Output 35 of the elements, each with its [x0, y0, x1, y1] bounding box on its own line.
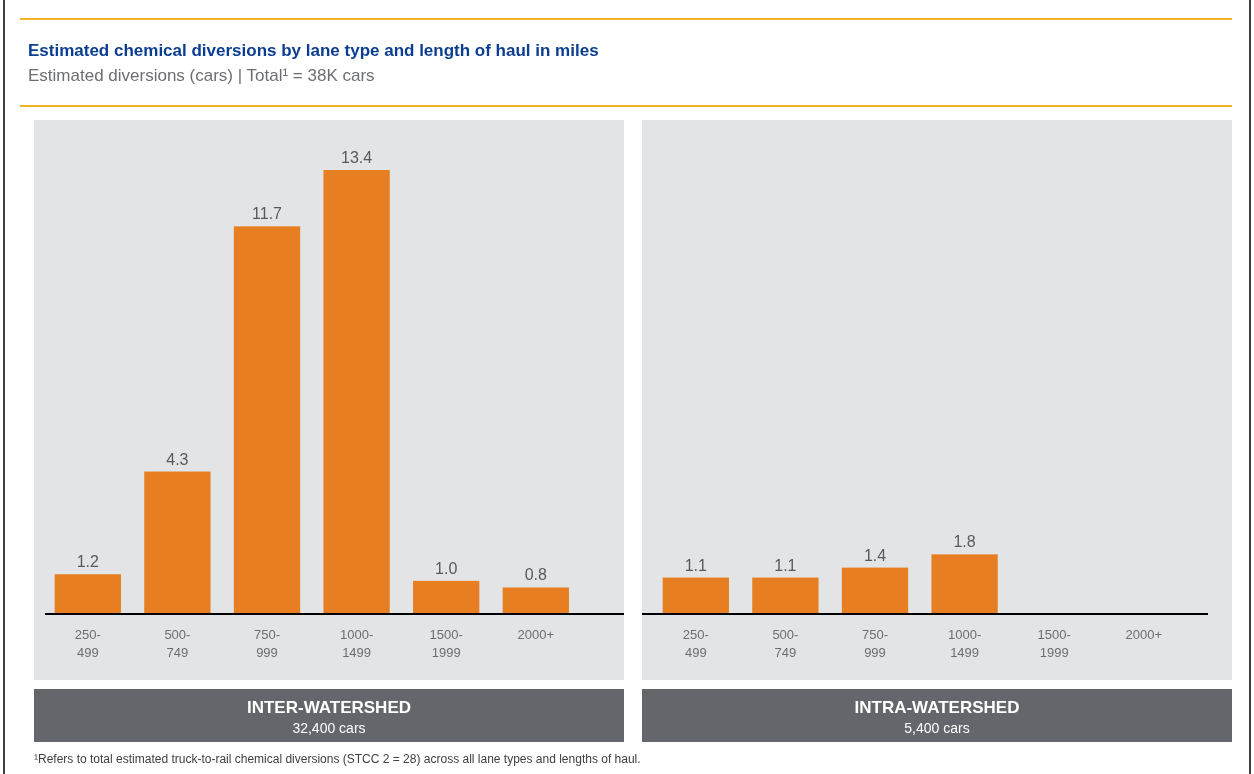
x-tick-label: 2000+	[1125, 627, 1163, 642]
x-tick-label: 500-749	[164, 627, 191, 660]
data-label: 1.8	[953, 533, 976, 551]
bar	[144, 471, 211, 614]
x-tick-label: 750-999	[253, 627, 281, 660]
bar	[323, 170, 390, 614]
x-tick-label: 2000+	[517, 627, 555, 642]
x-tick-label: 500-749	[772, 627, 799, 660]
data-label: 11.7	[252, 205, 283, 223]
text: 5,400 cars	[904, 720, 970, 736]
data-label: 1.0	[435, 559, 458, 577]
text: 32,400 cars	[292, 720, 366, 736]
text: ¹Refers to total estimated truck-to-rail chemical diversions (STCC 2 = 28) across all lane types and lengths of haul.	[34, 752, 641, 766]
x-tick-label: 1500-1999	[1037, 627, 1071, 660]
x-axis-title: INTRA-WATERSHED	[854, 698, 1020, 717]
data-label: 1.4	[863, 546, 887, 564]
bar	[502, 587, 569, 614]
data-label: 1.1	[684, 556, 708, 574]
data-label: 4.3	[166, 450, 189, 468]
bar	[54, 574, 121, 614]
x-tick-label: 250-499	[74, 627, 101, 660]
data-label: 1.1	[774, 556, 797, 574]
data-label: 13.4	[341, 149, 373, 166]
chart-subtitle: Estimated diversions (cars) | Total¹ = 38K cars	[28, 66, 375, 85]
bar	[413, 580, 480, 614]
data-label: 1.2	[76, 553, 100, 571]
x-tick-label: 1000-1499	[947, 627, 982, 660]
x-tick-label: 250-499	[682, 627, 709, 660]
data-label: 0.8	[524, 566, 548, 584]
chart-title: Estimated chemical diversions by lane type and length of haul in miles	[28, 41, 599, 60]
x-tick-label: 1500-1999	[429, 627, 463, 660]
x-tick-label: 750-999	[861, 627, 889, 660]
bar	[233, 226, 301, 614]
x-axis-title: INTER-WATERSHED	[246, 698, 412, 717]
x-tick-label: 1000-1499	[339, 627, 374, 660]
